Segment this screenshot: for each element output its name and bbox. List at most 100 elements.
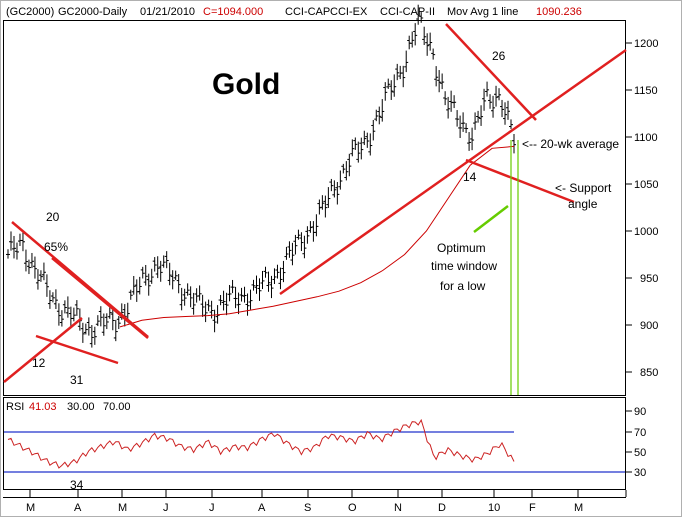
price-bar xyxy=(425,33,430,56)
price-bar xyxy=(32,256,37,279)
price-bar xyxy=(29,252,34,269)
x-label-m2: M xyxy=(118,502,127,514)
x-label-s: S xyxy=(304,502,311,514)
price-bar xyxy=(59,310,64,327)
price-bar xyxy=(461,112,466,132)
price-bar xyxy=(485,81,490,97)
price-bar xyxy=(290,242,295,266)
price-bar xyxy=(437,70,442,93)
price-bar xyxy=(95,315,100,327)
price-bar xyxy=(146,273,151,296)
header-ma-label: Mov Avg 1 line xyxy=(447,6,518,18)
price-bar xyxy=(392,74,397,97)
price-bar xyxy=(302,235,307,259)
x-label-m3: M xyxy=(574,502,583,514)
price-bar xyxy=(389,80,394,100)
price-bar xyxy=(176,274,181,294)
price-bar xyxy=(362,130,367,146)
price-bar xyxy=(254,275,259,294)
price-bar xyxy=(446,96,451,119)
price-bar xyxy=(353,137,358,150)
price-bar xyxy=(296,229,301,240)
price-bar xyxy=(452,95,457,109)
rsi-tick-label-90: 90 xyxy=(634,406,646,418)
time-window-lines xyxy=(473,140,519,395)
price-bar xyxy=(8,231,13,251)
price-bar xyxy=(149,268,154,284)
price-bar xyxy=(344,161,349,181)
x-label-d: D xyxy=(438,502,446,514)
annotation-12: 12 xyxy=(32,356,46,370)
price-bar xyxy=(56,303,61,326)
rsi-tick-label-70: 70 xyxy=(634,427,646,439)
price-bar xyxy=(374,109,379,122)
header-symbol: (GC2000) xyxy=(6,6,54,18)
rsi-panel-frame xyxy=(3,397,626,490)
price-bar xyxy=(38,270,43,282)
price-bar xyxy=(278,267,283,290)
header-indicator-2: CCI-EX xyxy=(330,6,368,18)
rsi-label: RSI xyxy=(6,401,24,413)
price-bar xyxy=(431,48,436,60)
trendline-4 xyxy=(3,317,83,383)
price-bar xyxy=(164,251,169,269)
header-ma-value: 1090.236 xyxy=(536,6,582,18)
price-bar xyxy=(83,323,88,335)
price-bar xyxy=(53,289,58,310)
price-bar xyxy=(509,119,514,129)
price-bar xyxy=(26,259,31,275)
price-bar xyxy=(272,268,277,285)
price-bar xyxy=(65,296,70,318)
price-bar xyxy=(323,195,328,218)
price-bar xyxy=(476,110,481,123)
price-bar xyxy=(395,63,400,81)
price-bar xyxy=(455,110,460,127)
price-bar xyxy=(383,82,388,101)
price-bar xyxy=(347,153,352,177)
x-label-a1: A xyxy=(74,502,82,514)
annotation-20wk-average: <-- 20-wk average xyxy=(522,137,619,151)
price-bar xyxy=(212,309,217,333)
x-label-f: F xyxy=(529,502,536,514)
price-bar xyxy=(350,139,355,157)
price-bar xyxy=(197,285,202,301)
price-bar xyxy=(248,289,253,310)
price-bar xyxy=(41,262,46,281)
price-bar xyxy=(116,316,121,330)
price-bar xyxy=(335,182,340,205)
price-bar xyxy=(482,88,487,111)
price-bar xyxy=(245,293,250,316)
price-bar xyxy=(23,249,28,272)
price-bar xyxy=(266,271,271,292)
chart-title: Gold xyxy=(212,68,280,101)
time-window-arrow xyxy=(473,205,509,233)
annotation-optimum: Optimum xyxy=(437,241,486,255)
price-tick-label-1100: 1100 xyxy=(634,132,658,144)
header-date: 01/21/2010 xyxy=(140,6,195,18)
price-bar xyxy=(422,26,427,46)
price-bar xyxy=(470,127,475,151)
annotation-31: 31 xyxy=(70,373,84,387)
price-bar xyxy=(131,275,136,295)
rsi-tick-label-30: 30 xyxy=(634,467,646,479)
price-bar xyxy=(191,292,196,315)
price-bar xyxy=(443,91,448,106)
x-axis: M A M J J A S O N D 10 F M xyxy=(26,490,627,514)
price-bar xyxy=(275,264,280,279)
price-bar xyxy=(263,266,268,278)
price-bar xyxy=(188,286,193,308)
price-bars xyxy=(6,4,516,348)
price-tick-label-900: 900 xyxy=(640,320,658,332)
price-tick-label-1200: 1200 xyxy=(634,38,658,50)
price-bar xyxy=(380,99,385,122)
x-label-n: N xyxy=(394,502,402,514)
price-bar xyxy=(179,287,184,311)
price-bar xyxy=(500,99,505,118)
annotation-26: 26 xyxy=(492,49,506,63)
price-bar xyxy=(488,94,493,109)
x-label-10: 10 xyxy=(488,502,500,514)
trendline-3 xyxy=(35,334,119,365)
price-bar xyxy=(113,319,118,342)
